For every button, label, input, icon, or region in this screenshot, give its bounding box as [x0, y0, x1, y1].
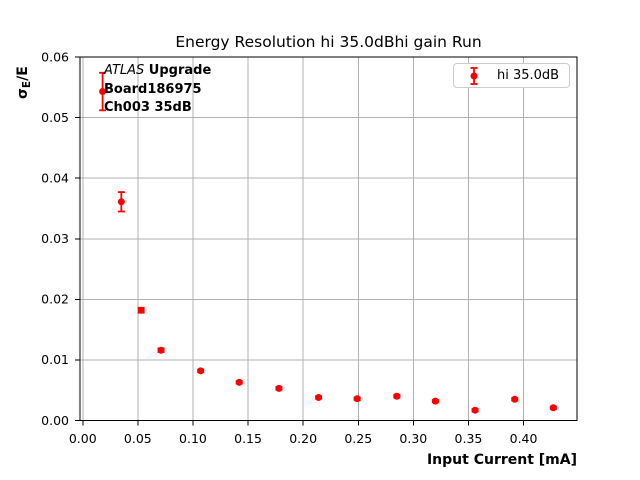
- x-tick-label: 0.20: [289, 431, 317, 446]
- annotation-line-3: Ch003 35dB: [104, 100, 192, 116]
- data-point-marker: [117, 198, 125, 206]
- y-tick-label: 0.01: [41, 352, 69, 367]
- data-point-marker: [393, 392, 401, 400]
- y-tick-label: 0.03: [41, 231, 69, 246]
- sigma-symbol: σ: [15, 88, 31, 99]
- x-tick-label: 0.40: [510, 431, 538, 446]
- annotation-block: ATLAS Upgrade Board186975 Ch003 35dB: [104, 62, 211, 118]
- data-point-marker: [197, 367, 205, 375]
- sigma-subscript: E: [21, 80, 33, 89]
- x-tick-label: 0.05: [124, 431, 152, 446]
- annotation-experiment-label: ATLAS: [104, 63, 145, 78]
- data-point-marker: [315, 393, 323, 401]
- y-tick-label: 0.02: [41, 292, 69, 307]
- data-point-marker: [431, 397, 439, 405]
- y-tick-label: 0.04: [41, 170, 69, 185]
- data-point-marker: [511, 395, 519, 403]
- data-point-marker: [157, 346, 165, 354]
- chart-title: Energy Resolution hi 35.0dBhi gain Run: [175, 33, 482, 51]
- data-point-marker: [471, 406, 479, 414]
- x-tick-label: 0.00: [69, 431, 97, 446]
- legend-box: hi 35.0dB: [453, 63, 570, 88]
- y-tick-label: 0.00: [41, 413, 69, 428]
- legend-label: hi 35.0dB: [497, 68, 560, 83]
- annotation-line-2: Board186975: [104, 81, 202, 97]
- data-point-marker: [137, 306, 145, 314]
- annotation-line-1: ATLAS Upgrade: [104, 62, 211, 81]
- x-tick-label: 0.15: [234, 431, 262, 446]
- y-tick-label: 0.05: [41, 110, 69, 125]
- data-point-marker: [353, 395, 361, 403]
- x-tick-label: 0.10: [179, 431, 207, 446]
- data-point-marker: [235, 378, 243, 386]
- x-tick-label: 0.25: [344, 431, 372, 446]
- y-tick-label: 0.06: [41, 49, 69, 64]
- legend-errorbar-marker-icon: [470, 66, 478, 85]
- data-point-marker: [275, 384, 283, 392]
- data-point-marker: [549, 404, 557, 412]
- ylabel-rest: /E: [15, 66, 31, 81]
- x-tick-label: 0.30: [399, 431, 427, 446]
- x-axis-label: Input Current [mA]: [426, 452, 577, 468]
- x-tick-label: 0.35: [455, 431, 483, 446]
- annotation-upgrade-label: Upgrade: [144, 63, 212, 78]
- y-axis-label: σE/E: [15, 66, 36, 99]
- data-point-marker: [99, 88, 107, 96]
